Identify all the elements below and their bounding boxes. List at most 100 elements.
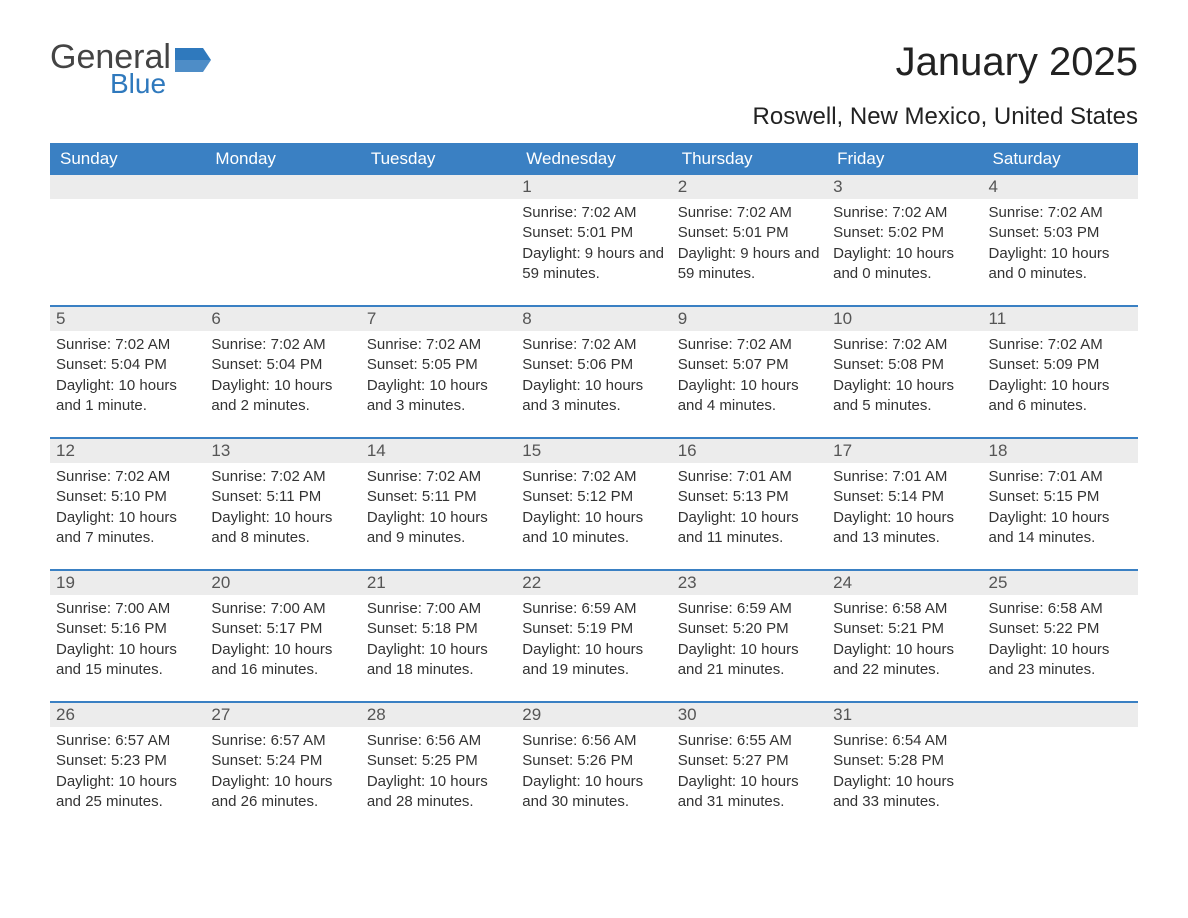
sunset-text: Sunset: 5:10 PM — [56, 487, 199, 507]
brand-word-blue: Blue — [110, 70, 171, 98]
day-number: 14 — [361, 439, 516, 463]
day-details: Sunrise: 7:01 AMSunset: 5:13 PMDaylight:… — [672, 463, 827, 548]
sunset-text: Sunset: 5:06 PM — [522, 355, 665, 375]
day-number: 27 — [205, 703, 360, 727]
brand-text: General Blue — [50, 40, 171, 98]
sunrise-text: Sunrise: 7:00 AM — [56, 599, 199, 619]
day-details: Sunrise: 6:54 AMSunset: 5:28 PMDaylight:… — [827, 727, 982, 812]
day-number: 6 — [205, 307, 360, 331]
sunrise-text: Sunrise: 7:02 AM — [56, 335, 199, 355]
day-number: 10 — [827, 307, 982, 331]
day-number — [983, 703, 1138, 727]
daylight-text: Daylight: 10 hours and 30 minutes. — [522, 772, 665, 813]
sunrise-text: Sunrise: 6:59 AM — [678, 599, 821, 619]
day-details: Sunrise: 6:56 AMSunset: 5:25 PMDaylight:… — [361, 727, 516, 812]
day-details: Sunrise: 7:02 AMSunset: 5:08 PMDaylight:… — [827, 331, 982, 416]
sunset-text: Sunset: 5:04 PM — [211, 355, 354, 375]
daylight-text: Daylight: 10 hours and 15 minutes. — [56, 640, 199, 681]
day-details: Sunrise: 7:02 AMSunset: 5:02 PMDaylight:… — [827, 199, 982, 284]
flag-icon — [175, 48, 211, 72]
daylight-text: Daylight: 9 hours and 59 minutes. — [678, 244, 821, 285]
day-cell: 1Sunrise: 7:02 AMSunset: 5:01 PMDaylight… — [516, 175, 671, 295]
day-cell: 21Sunrise: 7:00 AMSunset: 5:18 PMDayligh… — [361, 571, 516, 691]
sunrise-text: Sunrise: 7:01 AM — [989, 467, 1132, 487]
daylight-text: Daylight: 10 hours and 23 minutes. — [989, 640, 1132, 681]
day-cell: 16Sunrise: 7:01 AMSunset: 5:13 PMDayligh… — [672, 439, 827, 559]
day-details: Sunrise: 7:01 AMSunset: 5:14 PMDaylight:… — [827, 463, 982, 548]
day-number: 19 — [50, 571, 205, 595]
sunrise-text: Sunrise: 6:58 AM — [833, 599, 976, 619]
sunrise-text: Sunrise: 7:01 AM — [678, 467, 821, 487]
sunrise-text: Sunrise: 7:02 AM — [522, 203, 665, 223]
daylight-text: Daylight: 10 hours and 25 minutes. — [56, 772, 199, 813]
sunrise-text: Sunrise: 6:54 AM — [833, 731, 976, 751]
daylight-text: Daylight: 10 hours and 14 minutes. — [989, 508, 1132, 549]
day-cell: 26 Sunrise: 6:57 AMSunset: 5:23 PMDayligh… — [50, 703, 205, 823]
sunset-text: Sunset: 5:24 PM — [211, 751, 354, 771]
dow-thursday: Thursday — [672, 143, 827, 175]
daylight-text: Daylight: 10 hours and 5 minutes. — [833, 376, 976, 417]
day-number: 13 — [205, 439, 360, 463]
day-cell: 13Sunrise: 7:02 AMSunset: 5:11 PMDayligh… — [205, 439, 360, 559]
sunrise-text: Sunrise: 6:57 AM — [56, 731, 199, 751]
location-subtitle: Roswell, New Mexico, United States — [753, 103, 1138, 131]
day-number: 7 — [361, 307, 516, 331]
daylight-text: Daylight: 10 hours and 28 minutes. — [367, 772, 510, 813]
day-details: Sunrise: 7:00 AMSunset: 5:17 PMDaylight:… — [205, 595, 360, 680]
day-cell: 24Sunrise: 6:58 AMSunset: 5:21 PMDayligh… — [827, 571, 982, 691]
daylight-text: Daylight: 10 hours and 6 minutes. — [989, 376, 1132, 417]
sunset-text: Sunset: 5:13 PM — [678, 487, 821, 507]
daylight-text: Daylight: 10 hours and 1 minute. — [56, 376, 199, 417]
day-number: 15 — [516, 439, 671, 463]
day-number: 26 — [50, 703, 205, 727]
sunrise-text: Sunrise: 7:02 AM — [522, 335, 665, 355]
sunset-text: Sunset: 5:03 PM — [989, 223, 1132, 243]
day-cell: 10Sunrise: 7:02 AMSunset: 5:08 PMDayligh… — [827, 307, 982, 427]
day-details: Sunrise: 7:00 AMSunset: 5:16 PMDaylight:… — [50, 595, 205, 680]
sunrise-text: Sunrise: 7:02 AM — [211, 335, 354, 355]
day-cell: 25Sunrise: 6:58 AMSunset: 5:22 PMDayligh… — [983, 571, 1138, 691]
daylight-text: Daylight: 10 hours and 3 minutes. — [522, 376, 665, 417]
day-number: 23 — [672, 571, 827, 595]
daylight-text: Daylight: 9 hours and 59 minutes. — [522, 244, 665, 285]
daylight-text: Daylight: 10 hours and 22 minutes. — [833, 640, 976, 681]
sunset-text: Sunset: 5:11 PM — [367, 487, 510, 507]
day-cell: 4Sunrise: 7:02 AMSunset: 5:03 PMDaylight… — [983, 175, 1138, 295]
title-block: January 2025 Roswell, New Mexico, United… — [753, 40, 1138, 131]
day-cell: 5Sunrise: 7:02 AMSunset: 5:04 PMDaylight… — [50, 307, 205, 427]
day-cell: 15Sunrise: 7:02 AMSunset: 5:12 PMDayligh… — [516, 439, 671, 559]
day-details: Sunrise: 7:02 AMSunset: 5:06 PMDaylight:… — [516, 331, 671, 416]
sunrise-text: Sunrise: 7:02 AM — [56, 467, 199, 487]
sunrise-text: Sunrise: 7:02 AM — [989, 203, 1132, 223]
day-details: Sunrise: 7:02 AMSunset: 5:05 PMDaylight:… — [361, 331, 516, 416]
sunrise-text: Sunrise: 6:57 AM — [211, 731, 354, 751]
day-details: Sunrise: 7:00 AMSunset: 5:18 PMDaylight:… — [361, 595, 516, 680]
daylight-text: Daylight: 10 hours and 3 minutes. — [367, 376, 510, 417]
day-cell: 22Sunrise: 6:59 AMSunset: 5:19 PMDayligh… — [516, 571, 671, 691]
day-cell: 31Sunrise: 6:54 AMSunset: 5:28 PMDayligh… — [827, 703, 982, 823]
week-row: 19Sunrise: 7:00 AMSunset: 5:16 PMDayligh… — [50, 569, 1138, 691]
day-number: 4 — [983, 175, 1138, 199]
daylight-text: Daylight: 10 hours and 31 minutes. — [678, 772, 821, 813]
calendar: SundayMondayTuesdayWednesdayThursdayFrid… — [50, 143, 1138, 823]
day-number: 25 — [983, 571, 1138, 595]
day-details: Sunrise: 6:56 AMSunset: 5:26 PMDaylight:… — [516, 727, 671, 812]
day-details: Sunrise: 7:01 AMSunset: 5:15 PMDaylight:… — [983, 463, 1138, 548]
sunrise-text: Sunrise: 7:02 AM — [678, 335, 821, 355]
day-cell: 19Sunrise: 7:00 AMSunset: 5:16 PMDayligh… — [50, 571, 205, 691]
week-row: 26Sunrise: 6:57 AMSunset: 5:23 PMDayligh… — [50, 701, 1138, 823]
sunset-text: Sunset: 5:05 PM — [367, 355, 510, 375]
daylight-text: Daylight: 10 hours and 11 minutes. — [678, 508, 821, 549]
day-details: Sunrise: 7:02 AMSunset: 5:09 PMDaylight:… — [983, 331, 1138, 416]
dow-monday: Monday — [205, 143, 360, 175]
sunrise-text: Sunrise: 6:56 AM — [522, 731, 665, 751]
day-details: Sunrise: 7:02 AMSunset: 5:11 PMDaylight:… — [205, 463, 360, 548]
sunset-text: Sunset: 5:23 PM — [56, 751, 199, 771]
day-cell-empty — [983, 703, 1138, 823]
day-cell: 11Sunrise: 7:02 AMSunset: 5:09 PMDayligh… — [983, 307, 1138, 427]
sunset-text: Sunset: 5:08 PM — [833, 355, 976, 375]
sunrise-text: Sunrise: 7:02 AM — [833, 203, 976, 223]
day-details: Sunrise: 6:59 AMSunset: 5:20 PMDaylight:… — [672, 595, 827, 680]
sunrise-text: Sunrise: 6:59 AM — [522, 599, 665, 619]
day-cell: 14Sunrise: 7:02 AMSunset: 5:11 PMDayligh… — [361, 439, 516, 559]
